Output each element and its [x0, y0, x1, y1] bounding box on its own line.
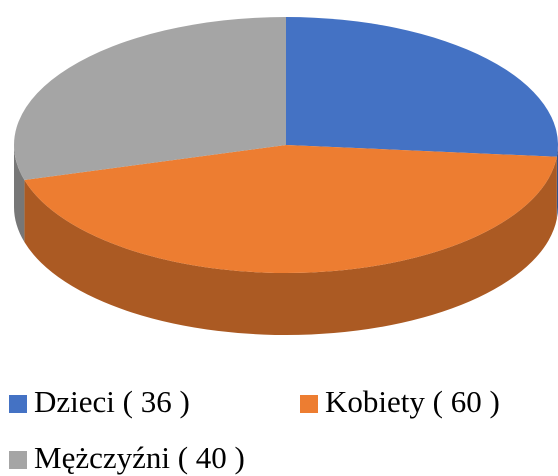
slice-side	[24, 156, 557, 336]
slice	[13, 17, 286, 181]
legend-swatch	[9, 451, 27, 469]
legend-swatch	[9, 395, 27, 413]
legend-swatch	[300, 395, 318, 413]
legend-label: Mężczyźni ( 40 )	[34, 440, 245, 475]
slice	[24, 145, 557, 274]
slice	[286, 17, 558, 157]
legend-label: Kobiety ( 60 )	[325, 384, 500, 419]
slice-side	[14, 145, 25, 243]
legend-label: Dzieci ( 36 )	[34, 384, 190, 419]
